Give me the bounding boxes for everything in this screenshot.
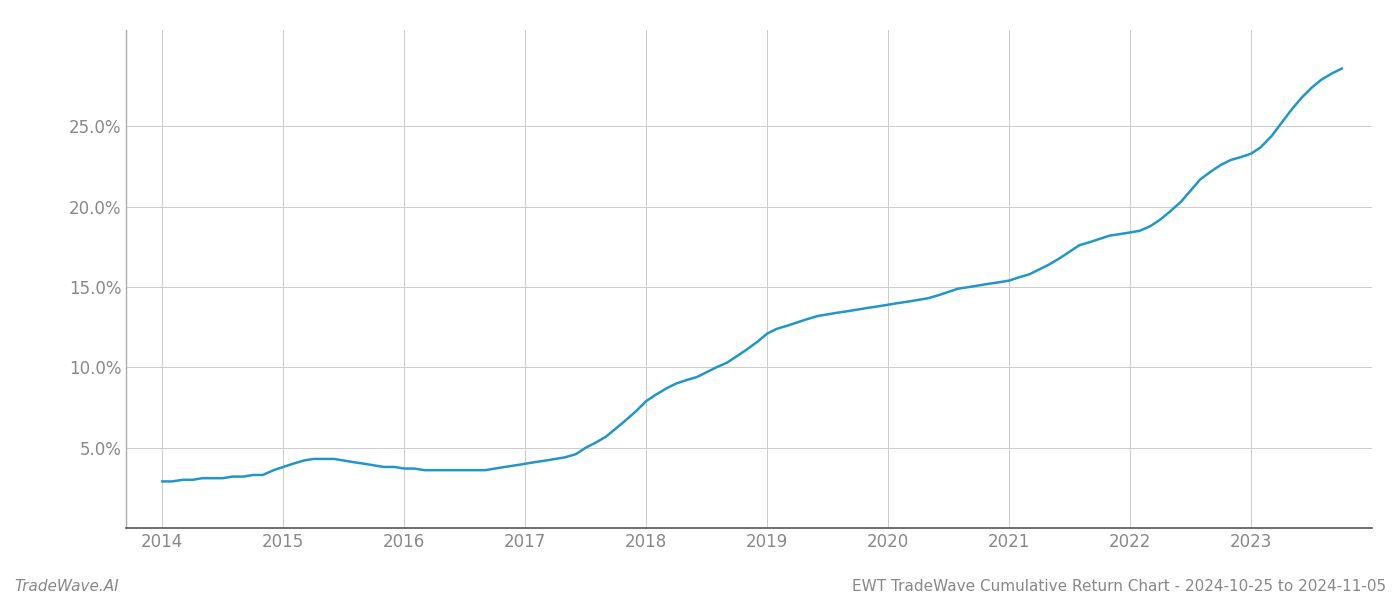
Text: TradeWave.AI: TradeWave.AI bbox=[14, 579, 119, 594]
Text: EWT TradeWave Cumulative Return Chart - 2024-10-25 to 2024-11-05: EWT TradeWave Cumulative Return Chart - … bbox=[851, 579, 1386, 594]
